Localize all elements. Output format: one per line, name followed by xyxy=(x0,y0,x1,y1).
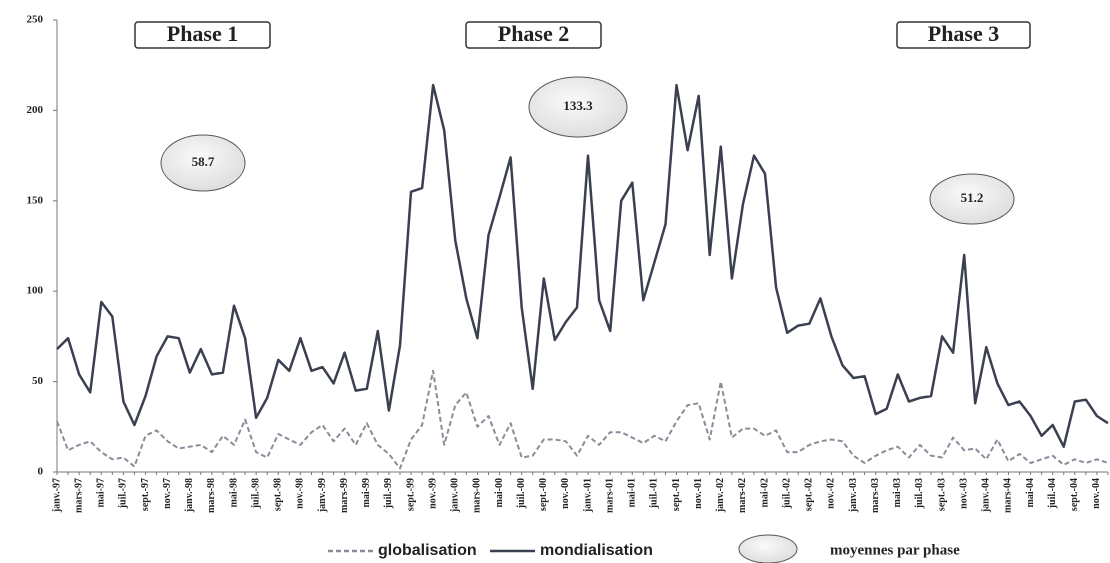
phase-box xyxy=(465,21,602,49)
x-tick-label: nov.-04 xyxy=(1091,478,1102,509)
phase-box xyxy=(896,21,1031,49)
x-tick-label: juil.-01 xyxy=(649,478,660,509)
x-tick-label: mai-01 xyxy=(627,478,638,507)
x-tick-label: mai-99 xyxy=(361,478,372,507)
x-tick-label: janv.-99 xyxy=(317,478,328,513)
phase-box xyxy=(134,21,271,49)
y-tick-label: 100 xyxy=(27,285,44,297)
x-tick-label: mars-98 xyxy=(206,478,217,513)
x-tick-label: janv.-01 xyxy=(582,478,593,513)
y-tick-label: 150 xyxy=(27,194,44,206)
x-tick-label: janv.-04 xyxy=(981,478,992,513)
mean-label: 58.7 xyxy=(192,154,215,169)
x-tick-label: mars-00 xyxy=(472,478,483,513)
y-tick-label: 0 xyxy=(38,466,44,478)
x-tick-label: mars-02 xyxy=(737,478,748,513)
x-tick-label: janv.-97 xyxy=(51,478,62,513)
x-tick-label: nov.-03 xyxy=(958,478,969,509)
x-tick-label: sept.-98 xyxy=(273,478,284,511)
legend-label: mondialisation xyxy=(540,542,653,559)
x-tick-label: janv.-00 xyxy=(450,478,461,513)
x-tick-label: nov.-99 xyxy=(427,478,438,509)
x-tick-label: nov.-98 xyxy=(295,478,306,509)
mean-label: 51.2 xyxy=(961,190,984,205)
x-tick-label: juil.-98 xyxy=(250,478,261,509)
series-line xyxy=(56,83,1109,448)
x-tick-label: sept.-03 xyxy=(936,478,947,511)
x-tick-label: mars-04 xyxy=(1003,478,1014,513)
x-tick-label: mai-97 xyxy=(96,478,107,507)
x-tick-label: nov.-01 xyxy=(693,478,704,509)
x-tick-label: juil.-00 xyxy=(516,478,527,509)
phase-label: Phase 3 xyxy=(928,21,1000,46)
x-tick-label: sept.-04 xyxy=(1069,478,1080,511)
x-tick-label: janv.-03 xyxy=(848,478,859,513)
phase-label: Phase 2 xyxy=(498,21,570,46)
mean-label: 133.3 xyxy=(563,98,593,113)
x-tick-label: nov.-02 xyxy=(826,478,837,509)
x-tick-label: mars-99 xyxy=(339,478,350,513)
x-tick-label: mars-97 xyxy=(73,478,84,513)
legend-ellipse xyxy=(738,534,798,563)
x-tick-label: nov.-97 xyxy=(162,478,173,509)
x-tick-label: mai-98 xyxy=(228,478,239,507)
series-line xyxy=(56,369,1109,470)
x-tick-label: mai-04 xyxy=(1025,478,1036,507)
legend-label: globalisation xyxy=(378,542,477,559)
mean-ellipse xyxy=(929,173,1015,225)
x-tick-label: juil.-02 xyxy=(781,478,792,509)
x-tick-label: juil.-97 xyxy=(118,478,129,509)
x-tick-label: mars-03 xyxy=(870,478,881,513)
y-tick-label: 200 xyxy=(27,104,44,116)
y-tick-label: 250 xyxy=(27,14,44,26)
x-tick-label: mars-01 xyxy=(604,478,615,513)
x-tick-label: mai-02 xyxy=(759,478,770,507)
x-tick-label: sept.-02 xyxy=(804,478,815,511)
mean-ellipse xyxy=(160,134,246,192)
legend-label: moyennes par phase xyxy=(830,542,960,558)
x-tick-label: sept.-00 xyxy=(538,478,549,511)
x-tick-label: juil.-04 xyxy=(1047,478,1058,509)
mean-ellipse xyxy=(528,76,628,138)
x-tick-label: nov.-00 xyxy=(560,478,571,509)
x-tick-label: juil.-99 xyxy=(383,478,394,509)
x-tick-label: mai-00 xyxy=(494,478,505,507)
x-tick-label: sept.-99 xyxy=(405,478,416,511)
phase-label: Phase 1 xyxy=(167,21,239,46)
y-tick-label: 50 xyxy=(32,375,44,387)
x-tick-label: sept.-01 xyxy=(671,478,682,511)
x-tick-label: janv.-02 xyxy=(715,478,726,513)
x-tick-label: juil.-03 xyxy=(914,478,925,509)
x-tick-label: mai-03 xyxy=(892,478,903,507)
x-tick-label: sept.-97 xyxy=(140,478,151,511)
x-tick-label: janv.-98 xyxy=(184,478,195,513)
